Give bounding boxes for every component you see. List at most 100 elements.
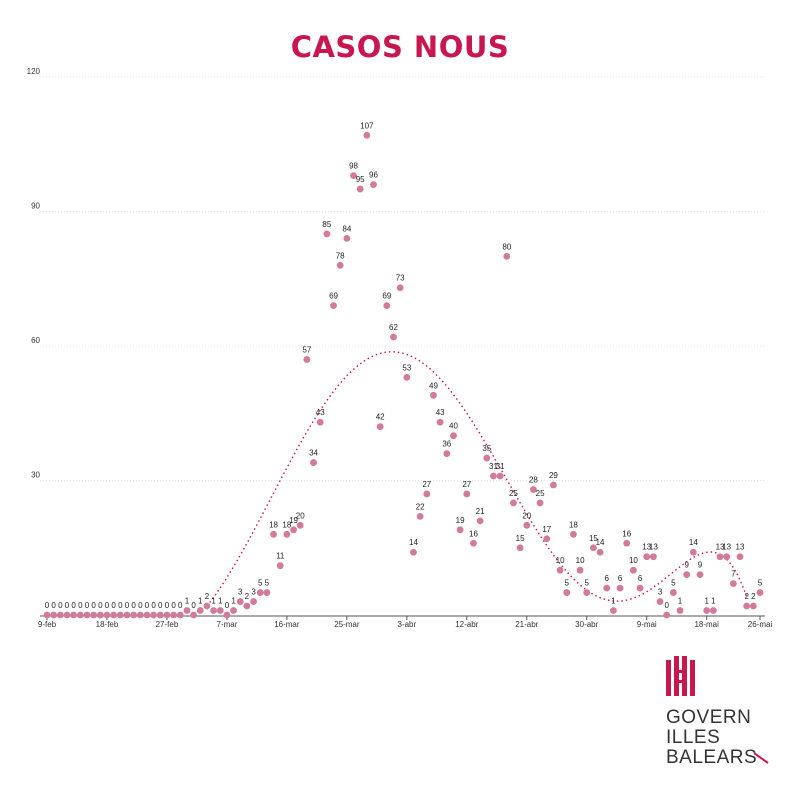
data-point [276,562,284,570]
data-label: 0 [105,601,110,610]
x-tick-label: 18-mai [694,620,719,629]
data-point [689,548,697,556]
data-point [523,521,531,529]
data-point [669,589,677,596]
y-tick-label: 60 [31,336,40,345]
data-point [403,373,411,381]
data-point [570,530,577,538]
data-point [270,530,277,538]
data-point [410,548,417,556]
data-label: 10 [556,556,565,565]
data-point [76,611,84,619]
data-point [456,526,464,534]
data-point [510,499,517,507]
data-point [43,611,51,619]
data-label: 29 [549,471,558,480]
data-point [603,584,611,592]
data-label: 85 [322,220,331,229]
x-tick-label: 12-abr [455,620,478,629]
data-label: 5 [258,579,263,588]
data-label: 18 [569,520,578,529]
data-label: 2 [205,592,210,601]
data-point [350,172,357,180]
data-label: 0 [664,601,669,610]
x-tick-label: 25-mar [334,620,360,629]
data-label: 14 [596,538,605,547]
data-label: 9 [698,561,703,570]
data-point [163,611,171,619]
data-point [56,611,64,619]
data-label: 0 [65,601,70,610]
logo-emblem-icon [666,656,695,696]
data-label: 6 [618,574,623,583]
data-label: 21 [476,507,485,516]
data-point [296,521,304,529]
data-label: 2 [744,592,749,601]
data-point [470,539,477,547]
y-axis-labels: 30 60 90 120 [27,67,41,480]
data-label: 80 [502,242,511,251]
data-point [303,356,311,363]
data-label: 0 [125,601,130,610]
data-point [150,611,158,619]
data-point [196,607,204,614]
data-point [223,611,231,619]
data-point [370,181,377,189]
data-point [363,131,371,139]
data-label: 13 [649,543,658,552]
data-label: 5 [565,579,570,588]
data-label: 1 [678,597,683,606]
x-tick-label: 26-mai [748,620,773,629]
data-label: 107 [360,121,374,130]
data-point [483,454,491,462]
data-label: 3 [251,588,256,597]
data-label: 13 [642,543,651,552]
data-label: 5 [758,579,763,588]
data-label: 18 [282,520,291,529]
data-label: 43 [436,408,445,417]
data-label: 16 [622,529,631,538]
data-point [230,607,237,614]
data-point [636,584,644,592]
data-point [649,553,657,561]
data-label: 95 [356,175,365,184]
x-tick-label: 9-feb [38,620,57,629]
data-label: 0 [158,601,163,610]
x-tick-label: 27-feb [156,620,179,629]
data-point [156,611,164,619]
data-point [476,517,484,525]
data-label: 0 [178,601,183,610]
data-label: 11 [276,552,285,561]
data-point [290,526,297,534]
data-point [516,544,524,552]
y-tick-label: 30 [31,471,40,480]
data-point [643,553,651,561]
x-tick-label: 7-mar [216,620,237,629]
data-point [556,566,564,574]
data-label: 0 [45,601,50,610]
data-label: 27 [422,480,431,489]
data-point [116,611,124,619]
data-point [443,450,451,457]
data-point [450,432,457,440]
data-point [716,553,724,561]
data-label: 20 [522,511,531,520]
data-point [216,607,224,614]
x-tick-label: 16-mar [274,620,300,629]
data-label: 1 [711,597,716,606]
data-label: 96 [369,171,378,180]
data-point [203,602,211,610]
data-label: 0 [151,601,156,610]
data-point [729,580,737,588]
data-point [676,607,684,614]
data-label: 69 [382,292,391,301]
data-label: 0 [171,601,176,610]
data-point [243,602,251,610]
data-point [629,566,637,574]
data-label: 43 [316,408,325,417]
data-point [170,611,178,619]
data-label: 9 [684,561,689,570]
data-point [550,481,557,489]
data-point [683,571,691,579]
logo-line-balears: BALEARS [666,748,757,768]
